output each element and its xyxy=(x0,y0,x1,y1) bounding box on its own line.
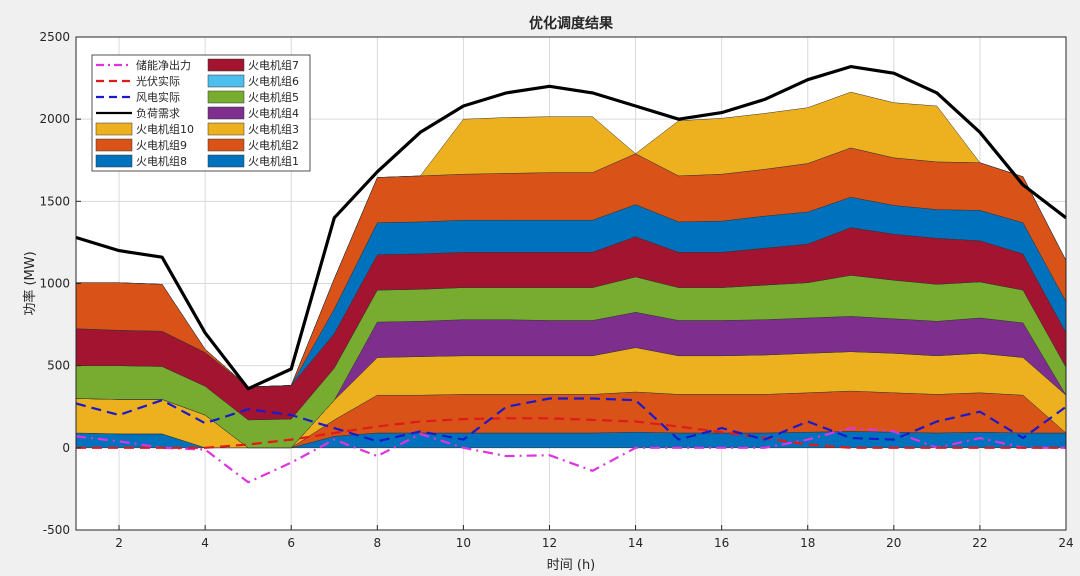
axis-ticks: 2 4 6 8 10 12 14 16 18 20 22 24-5000500100015002000… xyxy=(39,30,1073,550)
legend-swatch xyxy=(207,122,245,136)
legend-label: 风电实际 xyxy=(136,90,180,104)
y-tick-label: 2000 xyxy=(39,112,70,126)
legend-swatch xyxy=(207,154,245,168)
legend-swatch xyxy=(95,138,133,152)
line-储能净出力 xyxy=(75,427,1066,484)
line-series xyxy=(75,64,1067,484)
y-tick-label: 1000 xyxy=(39,277,70,291)
legend-label: 火电机组8 xyxy=(136,154,187,168)
x-tick-label: 20 xyxy=(886,536,901,550)
legend-label: 火电机组2 xyxy=(248,138,299,152)
x-axis-title: 时间 (h) xyxy=(547,558,596,573)
x-tick-label: 6 xyxy=(287,536,295,550)
x-tick-label: 10 xyxy=(456,536,471,550)
x-tick-label: 18 xyxy=(800,536,815,550)
legend-label: 火电机组5 xyxy=(248,90,299,104)
x-tick-label: 12 xyxy=(542,536,557,550)
legend-swatch xyxy=(95,154,133,168)
legend-swatch xyxy=(95,122,133,136)
x-tick-label: 14 xyxy=(628,536,643,550)
legend-swatch xyxy=(207,74,245,88)
y-axis-title: 功率 (MW) xyxy=(22,251,38,315)
legend-swatch xyxy=(207,138,245,152)
y-tick-label: 500 xyxy=(47,359,70,373)
legend-label: 火电机组7 xyxy=(248,58,299,72)
y-tick-label: -500 xyxy=(43,523,70,537)
y-tick-label: 0 xyxy=(62,441,70,455)
legend-label: 火电机组6 xyxy=(248,74,299,88)
legend-label: 火电机组9 xyxy=(136,138,187,152)
line-负荷需求 xyxy=(75,64,1067,391)
x-tick-label: 22 xyxy=(972,536,987,550)
legend-label: 负荷需求 xyxy=(136,106,180,120)
legend-swatch xyxy=(207,106,245,120)
legend-label: 火电机组4 xyxy=(248,106,299,120)
legend-label: 火电机组3 xyxy=(248,122,299,136)
legend-label: 火电机组10 xyxy=(136,122,194,136)
legend-label: 储能净出力 xyxy=(136,58,191,72)
x-tick-label: 4 xyxy=(201,536,209,550)
stacked-areas xyxy=(75,91,1067,449)
chart-title: 优化调度结果 xyxy=(529,15,614,32)
x-tick-label: 2 xyxy=(115,536,123,550)
legend-label: 火电机组1 xyxy=(248,154,299,168)
legend-swatch xyxy=(207,90,245,104)
x-tick-label: 8 xyxy=(373,536,381,550)
y-tick-label: 1500 xyxy=(39,194,70,208)
legend-label: 光伏实际 xyxy=(136,74,180,88)
y-tick-label: 2500 xyxy=(39,30,70,44)
line-风电实际 xyxy=(75,397,1067,443)
legend-swatch xyxy=(207,58,245,72)
line-光伏实际 xyxy=(76,417,1066,449)
x-tick-label: 24 xyxy=(1058,536,1073,550)
x-tick-label: 16 xyxy=(714,536,729,550)
